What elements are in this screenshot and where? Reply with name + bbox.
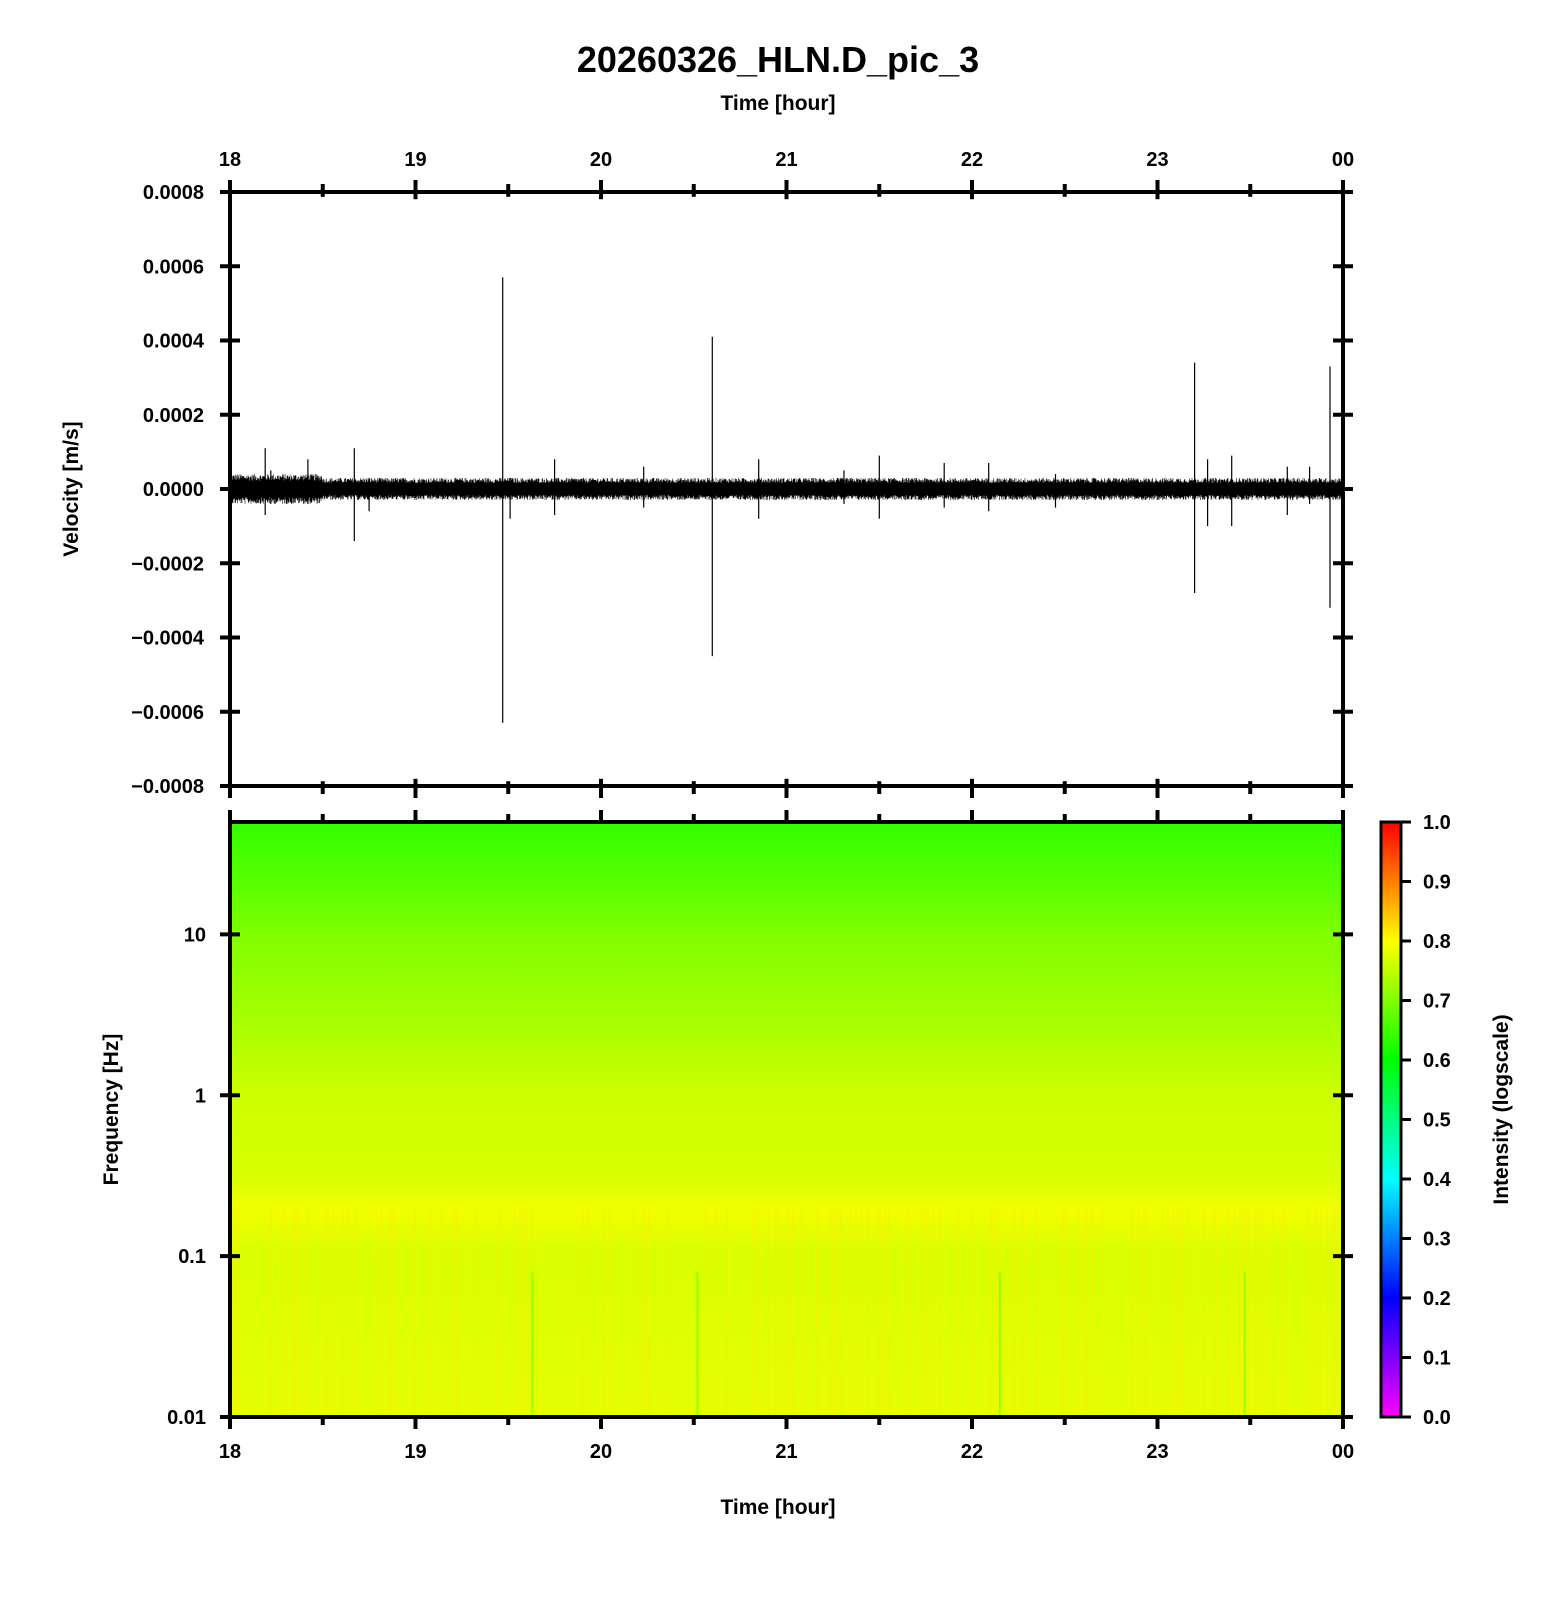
waveform-y-tick-label: −0.0004 — [131, 628, 205, 650]
waveform-x-tick-label: 23 — [1146, 149, 1168, 171]
waveform-trace — [230, 277, 1342, 723]
spectrogram-y-tick-label: 10 — [184, 924, 206, 946]
spectrogram-x-tick-label: 18 — [219, 1441, 241, 1463]
colorbar-label: Intensity (logscale) — [1490, 1014, 1513, 1204]
bottom-x-axis-label: Time [hour] — [720, 1496, 835, 1519]
waveform-axes: 18 19 20 21 22 23 00 0.0008 0.0006 0.0004 0.0002 0.… — [131, 149, 1354, 798]
waveform-y-tick-label: 0.0002 — [143, 405, 204, 427]
waveform-x-tick-label: 19 — [404, 149, 426, 171]
top-x-axis-label: Time [hour] — [720, 92, 835, 115]
waveform-y-tick-label: −0.0008 — [131, 776, 204, 798]
waveform-x-tick-label: 18 — [219, 149, 241, 171]
waveform-y-tick-label: −0.0002 — [131, 553, 204, 575]
waveform-y-tick-label: 0.0006 — [143, 256, 204, 278]
colorbar: 1.0 0.9 0.8 0.7 0.6 0.5 0.4 0.3 0.2 0.1 0.0 Intens… — [1379, 812, 1513, 1429]
colorbar-tick-label: 0.0 — [1423, 1407, 1451, 1429]
spectrogram-y-tick-label: 0.1 — [178, 1246, 206, 1268]
colorbar-tick-label: 1.0 — [1423, 812, 1451, 834]
waveform-x-tick-label: 00 — [1332, 149, 1354, 171]
spectrogram-x-tick-label: 19 — [404, 1441, 426, 1463]
colorbar-tick-label: 0.3 — [1423, 1229, 1451, 1251]
colorbar-tick-label: 0.9 — [1423, 872, 1451, 894]
spectrogram-stripes — [231, 1207, 1340, 1415]
waveform-y-tick-label: 0.0000 — [143, 479, 204, 501]
spectrogram-x-tick-label: 23 — [1146, 1441, 1168, 1463]
waveform-noise-band — [230, 474, 1342, 504]
waveform-y-axis-label: Velocity [m/s] — [60, 421, 83, 556]
colorbar-tick-label: 0.6 — [1423, 1050, 1451, 1072]
spectrogram-y-tick-label: 1 — [195, 1085, 206, 1107]
spectrogram-y-axis-label: Frequency [Hz] — [100, 1034, 123, 1186]
waveform-x-tick-label: 22 — [961, 149, 983, 171]
spectrogram-y-tick-label: 0.01 — [167, 1407, 206, 1429]
waveform-x-tick-label: 21 — [775, 149, 797, 171]
waveform-panel: 18 19 20 21 22 23 00 0.0008 0.0006 0.0004 0.0002 0.… — [60, 149, 1354, 798]
colorbar-tick-label: 0.1 — [1423, 1348, 1451, 1370]
spectrogram-x-tick-label: 00 — [1332, 1441, 1354, 1463]
colorbar-ticks: 1.0 0.9 0.8 0.7 0.6 0.5 0.4 0.3 0.2 0.1 0.0 — [1400, 812, 1452, 1429]
colorbar-tick-label: 0.7 — [1423, 991, 1451, 1013]
colorbar-fill — [1381, 822, 1401, 1417]
colorbar-tick-label: 0.4 — [1423, 1169, 1452, 1191]
waveform-y-tick-label: 0.0004 — [143, 331, 205, 353]
colorbar-tick-label: 0.2 — [1423, 1288, 1451, 1310]
spectrogram-x-tick-label: 22 — [961, 1441, 983, 1463]
colorbar-tick-label: 0.5 — [1423, 1110, 1451, 1132]
chart-title: 20260326_HLN.D_pic_3 — [577, 39, 979, 80]
waveform-y-tick-label: −0.0006 — [131, 702, 204, 724]
waveform-x-tick-label: 20 — [590, 149, 612, 171]
spectrogram-x-tick-label: 20 — [590, 1441, 612, 1463]
spectrogram-x-tick-label: 21 — [775, 1441, 797, 1463]
waveform-y-tick-label: 0.0008 — [143, 182, 204, 204]
spectrogram-axes: 18 19 20 21 22 23 00 10 1 0.1 0.01 — [167, 810, 1354, 1463]
colorbar-tick-label: 0.8 — [1423, 931, 1451, 953]
